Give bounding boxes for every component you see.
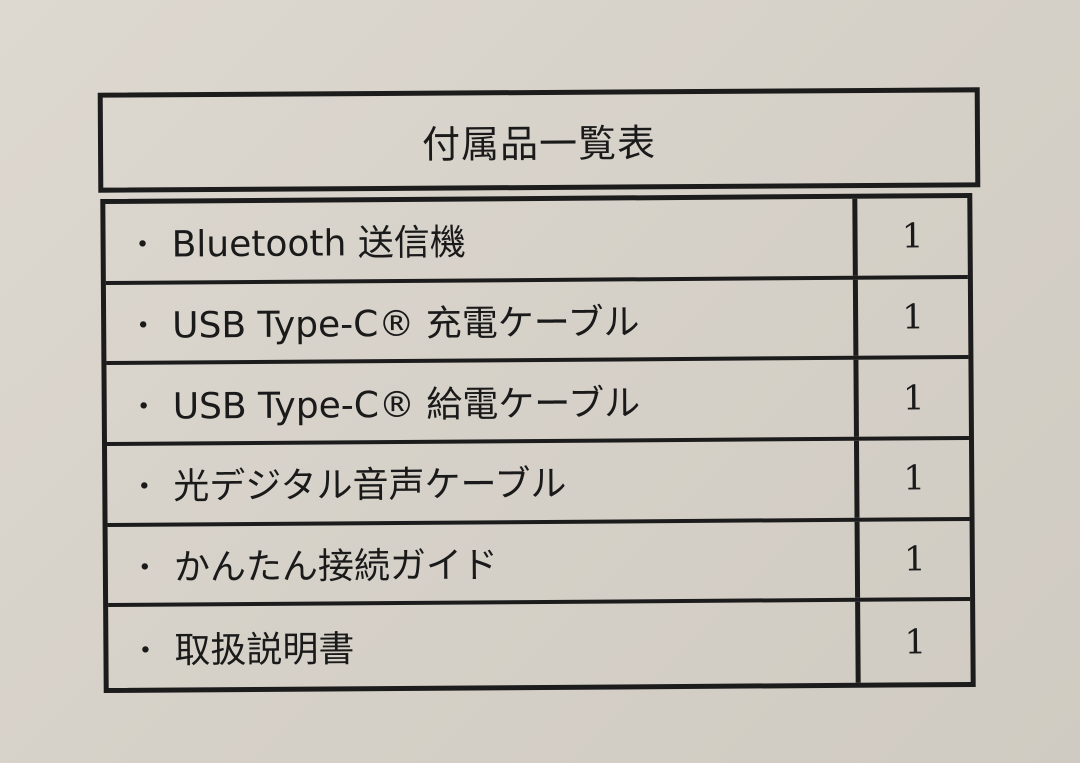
- table-row: ・光デジタル音声ケーブル 1: [107, 439, 970, 527]
- item-quantity: 1: [903, 458, 926, 499]
- bullet: ・: [127, 227, 158, 264]
- item-name: 光デジタル音声ケーブル: [173, 464, 567, 508]
- bullet: ・: [130, 633, 161, 669]
- item-name-cell: ・ Bluetooth 送信機: [105, 198, 858, 281]
- bullet: ・: [129, 469, 160, 506]
- bullet: ・: [128, 389, 159, 425]
- table-row: ・ Bluetooth 送信機 1: [105, 197, 968, 285]
- table-row: ・ USB Type-C® 充電ケーブル 1: [105, 278, 969, 366]
- bullet: ・: [128, 308, 159, 344]
- item-name-cell: ・光デジタル音声ケーブル: [107, 440, 860, 523]
- item-quantity: 1: [901, 216, 924, 257]
- table-row: ・かんたん接続ガイド 1: [107, 520, 971, 608]
- item-name-cell: ・ USB Type-C® 給電ケーブル: [106, 360, 859, 442]
- table-row: ・ USB Type-C® 給電ケーブル 1: [106, 359, 969, 446]
- item-name-cell: ・かんたん接続ガイド: [107, 521, 861, 604]
- item-name: USB Type-C® 給電ケーブル: [172, 382, 641, 428]
- item-name-cell: ・ USB Type-C® 充電ケーブル: [105, 279, 859, 362]
- item-name: USB Type-C® 充電ケーブル: [172, 302, 640, 347]
- item-name: 取扱説明書: [174, 628, 355, 672]
- item-name-cell: ・取扱説明書: [108, 602, 861, 688]
- item-quantity: 1: [903, 539, 926, 580]
- item-quantity: 1: [902, 377, 925, 419]
- accessories-table: ・ Bluetooth 送信機 1 ・ USB Type-C® 充電ケーブル 1 ・…: [100, 192, 976, 694]
- item-quantity: 1: [904, 621, 927, 663]
- bullet: ・: [129, 550, 160, 586]
- item-quantity: 1: [902, 297, 925, 338]
- table-title: 付属品一覧表: [421, 120, 657, 167]
- table-title-box: 付属品一覧表: [97, 87, 981, 193]
- item-name: かんたん接続ガイド: [173, 545, 499, 589]
- item-name: Bluetooth 送信機: [171, 222, 466, 266]
- table-row: ・取扱説明書 1: [108, 601, 971, 688]
